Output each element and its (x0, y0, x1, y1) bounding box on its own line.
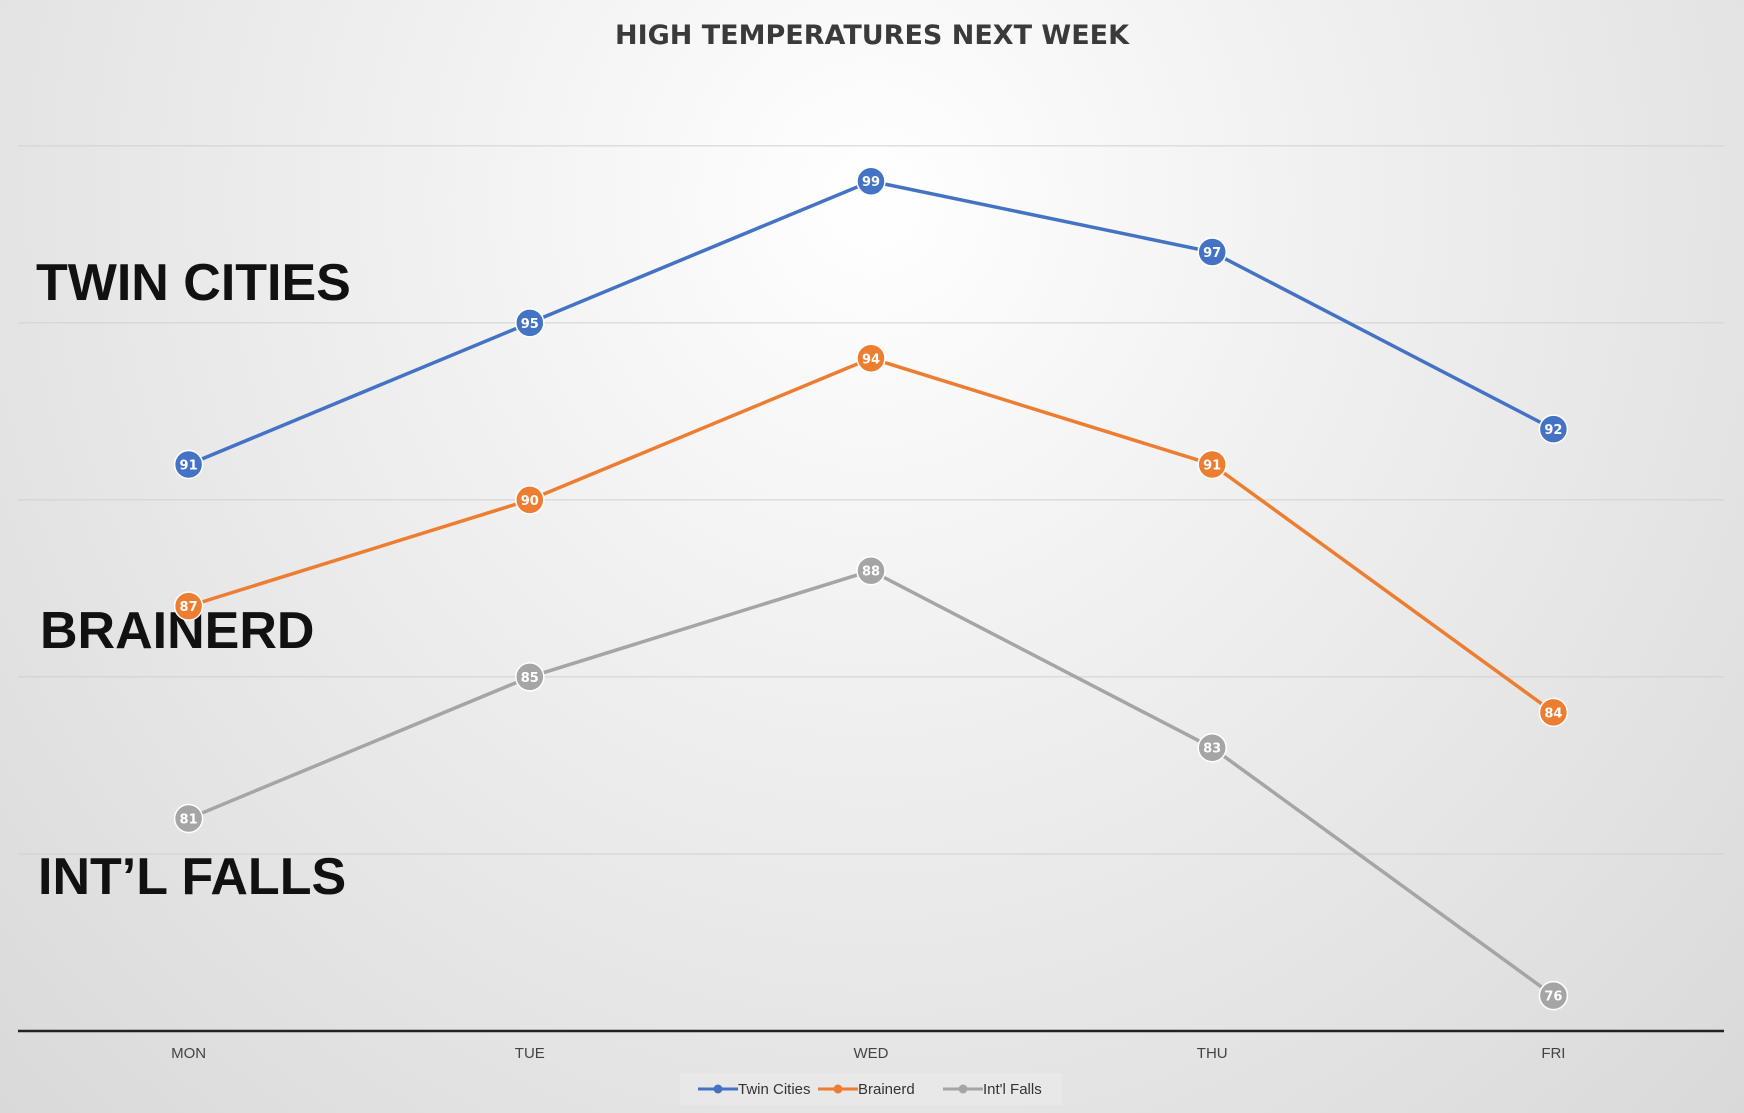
x-axis: MON TUE WED THU FRI (18, 1029, 1724, 1062)
data-label: 76 (1544, 990, 1562, 1005)
series-int-l-falls: 81 85 88 83 76 (173, 555, 1569, 1011)
legend-swatch-marker (833, 1084, 843, 1094)
data-point (173, 591, 204, 621)
data-point (1538, 980, 1569, 1011)
legend-entry: Brainerd (858, 1081, 915, 1098)
plot-area: 91 95 99 97 92 87 90 94 91 84 81 85 88 83 76 (173, 166, 1569, 1011)
data-point (515, 662, 545, 692)
data-label: 90 (521, 494, 539, 509)
legend-swatch-marker (713, 1084, 723, 1094)
data-label: 88 (862, 565, 880, 580)
data-point (173, 449, 204, 480)
legend-box (680, 1073, 1062, 1105)
data-label: 81 (180, 813, 198, 828)
data-point (1197, 449, 1227, 480)
x-tick-label: WED (854, 1045, 889, 1062)
data-label: 87 (180, 600, 198, 615)
legend-swatch-marker (958, 1084, 968, 1094)
gridlines (18, 145, 1724, 855)
data-point (1197, 732, 1227, 763)
data-label: 91 (1203, 458, 1221, 473)
annotation-twin-cities: TWIN CITIES (36, 254, 351, 312)
data-label: 84 (1544, 706, 1562, 721)
data-point (515, 308, 545, 338)
data-label: 83 (1203, 742, 1221, 757)
legend: Twin Cities Brainerd Int'l Falls (680, 1073, 1062, 1105)
data-label: 97 (1203, 246, 1221, 261)
data-label: 92 (1544, 423, 1562, 438)
series-line (188, 356, 1555, 714)
data-point (856, 343, 886, 374)
series-twin-cities: 91 95 99 97 92 (173, 166, 1569, 480)
data-label: 99 (862, 175, 880, 190)
series-line (187, 568, 1555, 998)
data-label: 91 (180, 458, 198, 473)
data-point (1538, 697, 1569, 728)
x-tick-label: THU (1197, 1045, 1228, 1062)
chart-title: HIGH TEMPERATURES NEXT WEEK (615, 20, 1130, 51)
x-tick-label: TUE (515, 1045, 545, 1062)
series-brainerd: 87 90 94 91 84 (173, 343, 1569, 728)
data-point (1197, 237, 1227, 267)
data-label: 94 (862, 352, 880, 367)
x-tick-label: FRI (1541, 1045, 1565, 1062)
annotation-intl-falls: INT’L FALLS (38, 848, 346, 906)
data-point (856, 555, 886, 586)
legend-entry: Twin Cities (738, 1081, 811, 1098)
x-tick-label: MON (171, 1045, 206, 1062)
data-label: 85 (521, 671, 539, 686)
data-label: 95 (521, 317, 539, 332)
data-point (515, 485, 545, 515)
legend-entry: Int'l Falls (983, 1081, 1042, 1098)
data-point (173, 803, 204, 834)
data-point (1538, 414, 1569, 444)
data-point (856, 166, 886, 196)
